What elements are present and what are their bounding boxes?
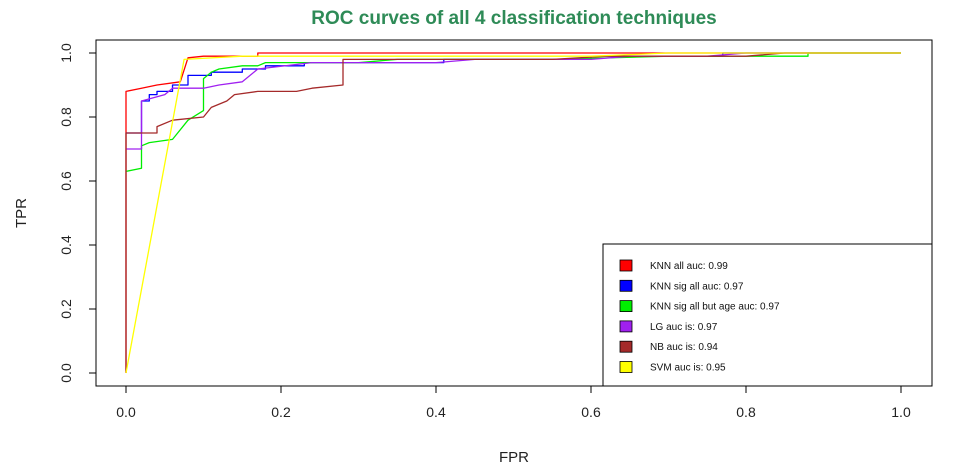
legend-swatch [619,279,633,292]
legend-swatch [619,361,633,373]
legend-swatch [619,300,633,313]
x-axis: 0.0 0.2 0.4 0.6 0.8 1.0 [116,385,911,420]
x-tick-label: 0.2 [271,404,291,420]
legend-label: NB auc is: 0.94 [650,342,718,353]
y-axis-label: TPR [13,198,30,228]
x-tick-label: 0.0 [116,404,136,420]
x-tick-label: 0.8 [736,404,756,420]
x-tick-label: 1.0 [891,404,911,420]
chart-title: ROC curves of all 4 classification techn… [311,8,716,29]
y-tick-label: 0.2 [58,299,74,319]
roc-curve-1 [125,52,901,373]
legend-label: LG auc is: 0.97 [650,322,718,333]
y-tick-label: 1.0 [58,43,74,63]
legend-label: KNN sig all auc: 0.97 [650,281,744,292]
legend-swatch [619,320,633,333]
y-tick-label: 0.8 [58,107,74,127]
x-tick-label: 0.4 [426,404,446,420]
legend-swatch [619,259,633,272]
x-axis-label: FPR [499,449,529,466]
y-tick-label: 0.0 [58,363,74,383]
legend-swatch [619,340,633,353]
roc-curves [125,52,901,374]
legend: KNN all auc: 0.99 KNN sig all auc: 0.97 KN… [602,243,933,387]
legend-box [602,243,933,387]
y-tick-label: 0.4 [58,235,74,255]
x-tick-label: 0.6 [581,404,601,420]
legend-label: KNN sig all but age auc: 0.97 [650,302,780,313]
legend-label: SVM auc is: 0.95 [650,363,726,374]
legend-label: KNN all auc: 0.99 [650,261,728,272]
roc-curve-6 [125,52,901,374]
roc-curve-4 [126,52,901,150]
y-tick-label: 0.6 [58,171,74,191]
y-axis: 0.0 0.2 0.4 0.6 0.8 1.0 [58,43,97,383]
